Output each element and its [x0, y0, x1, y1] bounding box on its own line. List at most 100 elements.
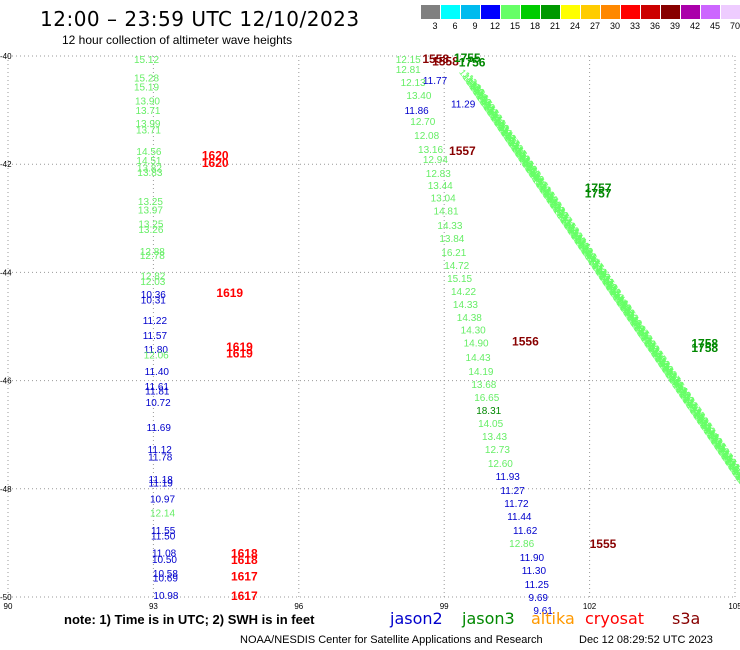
data-point-label: 14.51 [136, 156, 161, 167]
legend-swatch [721, 5, 740, 19]
data-point-label: 13.26 [138, 225, 163, 236]
legend-swatch [481, 5, 501, 19]
data-point-label: 11.72 [504, 499, 529, 510]
data-point-label: 11.50 [151, 531, 176, 542]
time-label: 1755 [454, 51, 481, 65]
time-label: 1619 [216, 286, 243, 300]
legend-label: 21 [549, 21, 560, 31]
data-point-label: 15.15 [447, 274, 472, 285]
mission-label: altika [531, 609, 575, 628]
data-point-label: 11.80 [144, 345, 169, 356]
data-point-label: 12.78 [140, 251, 165, 262]
legend-label: 70 [729, 21, 740, 31]
data-point-label: 10.98 [153, 591, 178, 602]
data-point-label: 11.08 [152, 549, 177, 560]
data-point-label: 11.30 [522, 566, 547, 577]
data-point-label: 12.13 [401, 78, 426, 89]
data-point-label: 12.82 [140, 272, 165, 283]
y-tick-label: -46 [0, 377, 12, 386]
data-point-label: 10.69 [153, 574, 178, 585]
data-point-label: 11.40 [145, 367, 170, 378]
data-point-label: 15.19 [134, 82, 159, 93]
time-label: 1558 [422, 52, 449, 66]
data-point-label: 10.72 [146, 398, 171, 409]
legend-label: 45 [709, 21, 720, 31]
data-point-label: 11.86 [404, 106, 429, 117]
y-tick-label: -44 [0, 268, 12, 277]
data-point-label: 12.88 [140, 247, 165, 258]
data-point-label: 12.86 [509, 539, 534, 550]
legend-label: 39 [669, 21, 680, 31]
legend-label: 18 [529, 21, 540, 31]
data-point-label: 12.73 [485, 445, 510, 456]
time-label: 1617 [231, 569, 258, 583]
legend-swatch [681, 5, 701, 19]
data-point-label: 11.19 [149, 478, 174, 489]
data-point-label: 11.77 [423, 76, 448, 87]
data-point-label: 13.90 [135, 96, 160, 107]
mission-label: jason3 [462, 609, 515, 628]
data-point-label: 12.15 [396, 55, 421, 66]
legend-swatch [541, 5, 561, 19]
data-point-label: 11.22 [143, 316, 168, 327]
data-point-label: 11.12 [148, 445, 173, 456]
data-point-label: 11.62 [513, 526, 538, 537]
time-label: 1555 [590, 537, 617, 551]
time-label: 1619 [226, 340, 253, 354]
data-point-label: 12.60 [488, 459, 513, 470]
legend-label: 42 [689, 21, 700, 31]
y-tick-label: -50 [0, 593, 12, 602]
data-point-label: 13.44 [428, 181, 453, 192]
legend-swatch [561, 5, 581, 19]
legend-label: 30 [609, 21, 620, 31]
x-tick-label: 102 [583, 602, 597, 611]
data-point-label: 14.43 [466, 353, 491, 364]
data-point-label: 13.04 [431, 194, 456, 205]
data-point-label: 10.31 [141, 295, 166, 306]
data-point-label: 12.08 [414, 131, 439, 142]
data-point-label: 11.27 [500, 486, 525, 497]
data-point-label: 11.93 [496, 472, 521, 483]
data-point-label: 15.12 [134, 55, 159, 66]
legend-label: 27 [589, 21, 600, 31]
data-point-label: 16.65 [474, 393, 499, 404]
data-point-label: 10.58 [153, 569, 178, 580]
legend-label: 24 [569, 21, 580, 31]
legend-swatch [501, 5, 521, 19]
data-point-label: 14.81 [434, 207, 459, 218]
data-point-label: 12.94 [423, 155, 448, 166]
legend-label: 9 [472, 21, 478, 31]
time-label: 1557 [449, 144, 476, 158]
data-point-label: 13.84 [439, 234, 464, 245]
x-tick-label: 99 [440, 602, 449, 611]
time-label: 1757 [585, 186, 612, 200]
data-point-label: 10.36 [141, 290, 166, 301]
data-point-label: 12.83 [426, 169, 451, 180]
data-point-label: 14.33 [437, 221, 462, 232]
data-point-label: 14.38 [457, 313, 482, 324]
data-point-label: 9.61 [533, 606, 553, 617]
legend-swatch [421, 5, 441, 19]
legend-label: 15 [509, 21, 520, 31]
legend-swatch [441, 5, 461, 19]
mission-label: cryosat [585, 609, 645, 628]
dense-track-value: 12.70 [730, 468, 740, 492]
data-point-label: 10.50 [152, 555, 177, 566]
data-point-label: 13.71 [135, 106, 160, 117]
time-label: 1618 [231, 547, 258, 561]
data-point-label: 15.28 [134, 74, 159, 85]
x-tick-label: 90 [4, 602, 13, 611]
time-label: 1620 [202, 156, 229, 170]
y-tick-label: -42 [0, 160, 12, 169]
dense-track-value: 12.61 [731, 463, 740, 487]
time-label: 1617 [231, 589, 258, 603]
data-point-label: 13.25 [138, 197, 163, 208]
y-tick-label: -40 [0, 52, 12, 61]
data-point-label: 14.33 [453, 300, 478, 311]
legend-label: 36 [649, 21, 660, 31]
data-point-label: 13.99 [135, 119, 160, 130]
time-label: 1618 [231, 553, 258, 567]
time-label: 1758 [691, 337, 718, 351]
data-point-label: 11.18 [149, 475, 174, 486]
